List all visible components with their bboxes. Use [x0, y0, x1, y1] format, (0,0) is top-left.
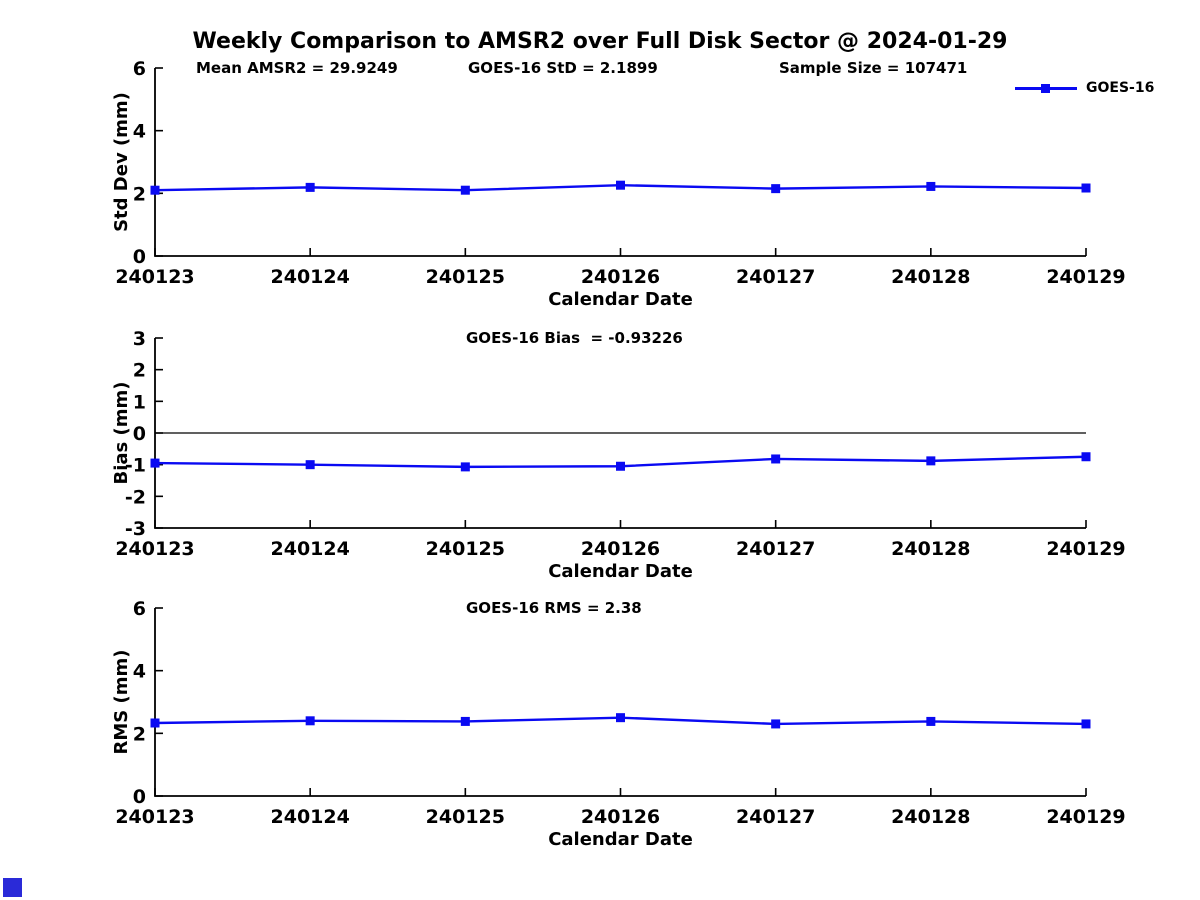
legend: GOES-16 [1015, 80, 1154, 96]
x-tick-label: 240126 [581, 538, 660, 560]
legend-square-marker-icon [1041, 83, 1050, 93]
y-tick-label: -1 [125, 455, 146, 477]
annotation-goes16-bias: GOES-16 Bias = -0.93226 [466, 329, 683, 347]
y-tick-label: 2 [133, 723, 146, 745]
x-axis-title: Calendar Date [548, 829, 693, 850]
y-tick-label: 4 [133, 661, 146, 683]
y-tick-label: 6 [133, 598, 146, 620]
legend-line-sample [1015, 83, 1077, 93]
axis-spines [154, 68, 1086, 257]
y-tick-label: 0 [133, 423, 146, 445]
data-marker [1081, 183, 1091, 193]
annotation-sample-size: Sample Size = 107471 [779, 59, 968, 77]
x-tick-label: 240126 [581, 266, 660, 288]
x-tick-label: 240125 [426, 266, 505, 288]
x-axis-title: Calendar Date [548, 561, 693, 582]
data-marker [305, 182, 315, 192]
data-marker [926, 716, 936, 726]
legend-label: GOES-16 [1086, 80, 1155, 96]
data-marker [616, 180, 625, 190]
page-title: Weekly Comparison to AMSR2 over Full Dis… [192, 29, 1008, 54]
data-marker [771, 719, 781, 729]
x-tick-label: 240123 [115, 266, 194, 288]
y-axis-title: Std Dev (mm) [111, 92, 132, 232]
data-marker [150, 718, 160, 728]
y-tick-label: 2 [133, 360, 146, 382]
y-tick-label: 0 [133, 786, 146, 808]
x-axis-title: Calendar Date [548, 289, 693, 310]
data-marker [771, 184, 781, 194]
subplot-bias: 240123 240124 240125 240126 240127 240128 2401… [111, 328, 1126, 582]
bottom-left-square-marker [3, 878, 22, 897]
x-tick-label: 240123 [115, 806, 194, 828]
axis-spines [154, 608, 1086, 797]
x-tick-label: 240124 [271, 806, 350, 828]
data-marker [460, 716, 470, 726]
x-tick-label: 240123 [115, 538, 194, 560]
y-tick-label: 4 [133, 121, 146, 143]
annotation-mean-amsr2: Mean AMSR2 = 29.9249 [196, 59, 398, 77]
x-tick-label: 240125 [426, 538, 505, 560]
y-tick-label: 3 [133, 328, 146, 350]
data-marker [926, 181, 936, 191]
y-tick-label: 1 [133, 391, 146, 413]
x-tick-label: 240126 [581, 806, 660, 828]
data-marker [1081, 719, 1091, 729]
x-tick-label: 240128 [891, 266, 970, 288]
x-tick-label: 240125 [426, 806, 505, 828]
data-marker [926, 456, 936, 466]
y-axis-title: Bias (mm) [111, 382, 132, 485]
data-marker [616, 713, 625, 723]
x-tick-label: 240127 [736, 806, 815, 828]
x-tick-label: 240127 [736, 538, 815, 560]
y-tick-label: -2 [125, 486, 146, 508]
data-marker [616, 461, 625, 471]
annotation-goes16-std: GOES-16 StD = 2.1899 [468, 59, 658, 77]
x-tick-label: 240129 [1046, 266, 1125, 288]
data-marker [305, 460, 315, 470]
x-tick-label: 240129 [1046, 538, 1125, 560]
data-marker [460, 185, 470, 195]
y-tick-label: 2 [133, 183, 146, 205]
subplot-std-dev: 240123 240124 240125 240126 240127 240128 2401… [111, 58, 1126, 310]
x-tick-label: 240124 [271, 538, 350, 560]
y-tick-label: -3 [125, 518, 146, 540]
data-marker [150, 185, 160, 195]
annotation-goes16-rms: GOES-16 RMS = 2.38 [466, 599, 642, 617]
y-tick-label: 0 [133, 246, 146, 268]
x-tick-label: 240127 [736, 266, 815, 288]
data-marker [150, 458, 160, 468]
data-marker [1081, 452, 1091, 462]
data-marker [305, 716, 315, 726]
data-marker [771, 454, 781, 464]
data-marker [460, 462, 470, 472]
x-tick-label: 240129 [1046, 806, 1125, 828]
x-tick-label: 240124 [271, 266, 350, 288]
y-axis-title: RMS (mm) [111, 650, 132, 755]
x-tick-label: 240128 [891, 538, 970, 560]
x-tick-label: 240128 [891, 806, 970, 828]
y-tick-label: 6 [133, 58, 146, 80]
subplot-rms: 240123 240124 240125 240126 240127 240128 2401… [111, 598, 1126, 850]
